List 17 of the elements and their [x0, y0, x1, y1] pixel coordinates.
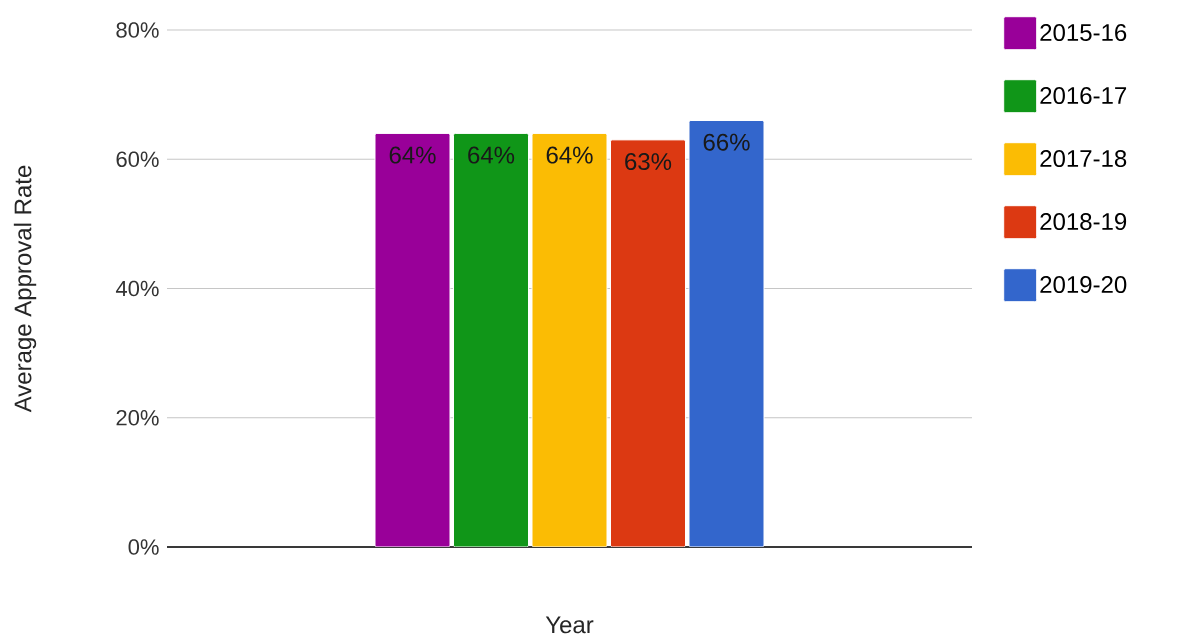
data-label: 64% — [546, 146, 593, 164]
data-label: 64% — [468, 146, 515, 164]
legend-label: 2015-16 — [1040, 24, 1127, 42]
legend-label: 2017-18 — [1040, 150, 1127, 168]
data-label: 64% — [389, 146, 436, 164]
data-label: 63% — [625, 153, 672, 171]
legend-label: 2016-17 — [1040, 87, 1127, 105]
y-tick-label: 0% — [128, 539, 159, 555]
legend-label: 2019-20 — [1040, 276, 1127, 294]
y-tick-label: 40% — [115, 280, 159, 297]
x-axis-title: Year — [545, 616, 594, 634]
y-tick-label: 80% — [116, 22, 159, 38]
legend-label: 2018-19 — [1040, 213, 1127, 231]
y-tick-label: 20% — [116, 409, 159, 426]
y-tick-label: 60% — [116, 151, 159, 168]
data-label: 66% — [703, 133, 750, 151]
y-axis-title: Average Approval Rate — [13, 165, 37, 413]
